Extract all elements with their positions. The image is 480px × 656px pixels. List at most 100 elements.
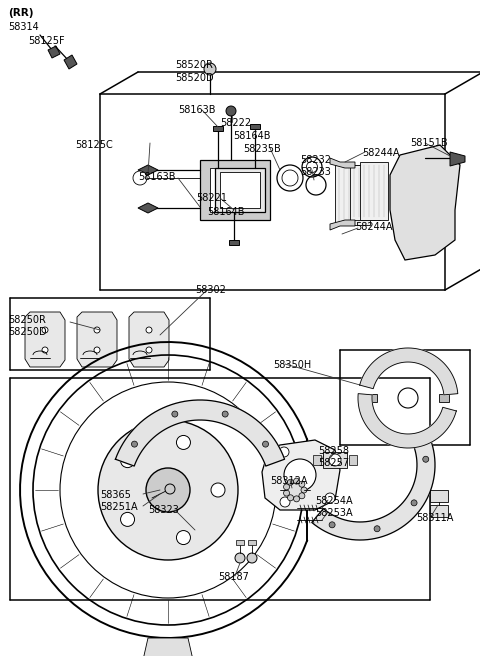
Text: 58244A: 58244A [355,222,393,232]
Polygon shape [143,638,193,656]
Circle shape [415,438,420,442]
Circle shape [133,171,147,185]
Circle shape [177,436,191,449]
Text: 58520R: 58520R [175,60,213,70]
Bar [430,505,448,517]
Text: 58187: 58187 [218,572,249,582]
Circle shape [301,487,307,493]
Circle shape [247,553,257,563]
Text: 58314: 58314 [8,22,39,32]
Bar [220,172,260,208]
Circle shape [120,453,134,468]
Circle shape [382,432,387,436]
Text: 58254A: 58254A [315,496,353,506]
Polygon shape [439,394,449,402]
Polygon shape [358,394,456,448]
Text: 58250R: 58250R [8,315,46,325]
Polygon shape [138,203,158,213]
Polygon shape [450,152,465,166]
Bar [360,162,388,220]
Text: 58164B: 58164B [207,207,244,217]
Text: (RR): (RR) [8,8,34,18]
Circle shape [98,420,238,560]
Polygon shape [48,46,60,58]
Circle shape [146,347,152,353]
Bar [313,455,321,465]
Text: 58258: 58258 [318,446,349,456]
Circle shape [94,347,100,353]
Circle shape [204,63,216,75]
Circle shape [323,453,333,463]
Bar [236,540,244,545]
Polygon shape [262,440,340,510]
Circle shape [374,525,380,532]
Polygon shape [115,400,285,466]
Polygon shape [77,312,117,367]
Circle shape [329,454,341,466]
Polygon shape [330,158,355,168]
Text: 58257: 58257 [318,458,349,468]
Circle shape [411,500,417,506]
Polygon shape [312,440,435,540]
Polygon shape [330,220,355,230]
Text: 58311A: 58311A [416,513,454,523]
Text: 58302: 58302 [195,285,226,295]
Text: 58520D: 58520D [175,73,214,83]
Bar [335,165,370,225]
Circle shape [398,388,418,408]
Circle shape [42,327,48,333]
Circle shape [235,553,245,563]
Polygon shape [390,145,460,260]
Circle shape [280,497,290,507]
Circle shape [146,327,152,333]
Text: 58365: 58365 [100,490,131,500]
Circle shape [395,354,399,359]
Text: 58244A: 58244A [362,148,399,158]
Text: 58125C: 58125C [75,140,113,150]
Text: 58250D: 58250D [8,327,47,337]
Polygon shape [213,126,223,131]
Circle shape [443,417,448,422]
Polygon shape [210,168,260,212]
Circle shape [42,347,48,353]
Circle shape [288,495,293,501]
Text: 58233: 58233 [300,167,331,177]
Bar [350,165,380,220]
Polygon shape [200,160,270,220]
Text: 58164B: 58164B [233,131,271,141]
Circle shape [294,478,300,484]
Polygon shape [250,124,260,129]
Circle shape [284,484,289,490]
Circle shape [146,468,190,512]
Circle shape [263,441,268,447]
Text: 58323: 58323 [148,505,179,515]
Text: 58221: 58221 [196,193,227,203]
Text: 58253A: 58253A [315,508,353,518]
Polygon shape [64,55,77,69]
Circle shape [427,358,432,363]
Circle shape [279,447,289,457]
Polygon shape [129,312,169,367]
Text: 58222: 58222 [220,118,251,128]
Text: 58350H: 58350H [273,360,311,370]
Polygon shape [25,312,65,367]
Circle shape [177,531,191,544]
Text: 58235B: 58235B [243,144,281,154]
Circle shape [222,411,228,417]
Circle shape [226,106,236,116]
Text: 58232: 58232 [300,155,331,165]
Circle shape [288,479,293,485]
Circle shape [368,374,373,379]
Text: 58125F: 58125F [28,36,65,46]
Circle shape [299,482,305,487]
Polygon shape [229,240,239,245]
Text: 58151B: 58151B [410,138,448,148]
Bar [349,455,357,465]
Circle shape [94,327,100,333]
Circle shape [294,496,300,502]
Text: 58251A: 58251A [100,502,138,512]
Circle shape [329,522,335,528]
Circle shape [423,456,429,462]
Circle shape [172,411,178,417]
Bar [248,540,256,545]
